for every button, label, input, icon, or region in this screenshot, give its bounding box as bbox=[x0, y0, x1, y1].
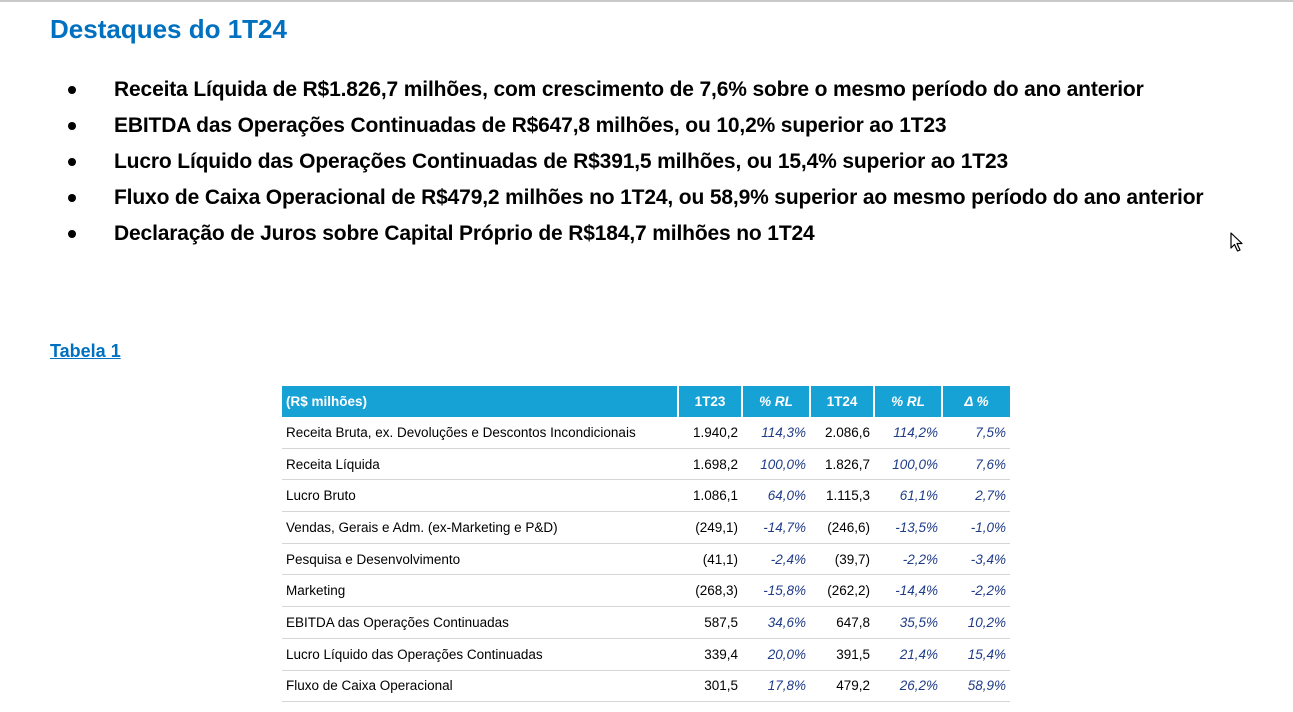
percent-cell: -2,2% bbox=[874, 543, 942, 576]
bullet-dot bbox=[68, 194, 76, 202]
column-header: (R$ milhões) bbox=[282, 386, 678, 417]
value-cell: (41,1) bbox=[678, 543, 742, 576]
column-header: Δ % bbox=[941, 386, 1010, 417]
delta-cell: -2,2% bbox=[942, 574, 1010, 608]
value-cell: 301,5 bbox=[678, 670, 742, 703]
row-label: Receita Bruta, ex. Devoluções e Desconto… bbox=[282, 417, 678, 449]
financial-table: (R$ milhões) 1T23 % RL 1T24 % RL Δ % Rec… bbox=[282, 386, 1010, 703]
row-label: Receita Líquida bbox=[282, 448, 678, 481]
percent-cell: 20,0% bbox=[742, 638, 810, 671]
column-header: % RL bbox=[741, 386, 810, 417]
table-row: Pesquisa e Desenvolvimento (41,1) -2,4% … bbox=[282, 543, 1010, 576]
column-header: % RL bbox=[873, 386, 942, 417]
delta-cell: -3,4% bbox=[942, 543, 1010, 576]
delta-cell: 10,2% bbox=[942, 606, 1010, 639]
percent-cell: -15,8% bbox=[742, 574, 810, 608]
bullet-dot bbox=[68, 158, 76, 166]
table-row: Lucro Líquido das Operações Continuadas … bbox=[282, 638, 1010, 671]
percent-cell: 35,5% bbox=[874, 606, 942, 639]
percent-cell: -14,4% bbox=[874, 574, 942, 608]
top-border bbox=[0, 0, 1293, 2]
value-cell: (262,2) bbox=[810, 574, 874, 608]
value-cell: 2.086,6 bbox=[810, 417, 874, 449]
table-header-row: (R$ milhões) 1T23 % RL 1T24 % RL Δ % bbox=[282, 386, 1010, 417]
value-cell: 587,5 bbox=[678, 606, 742, 639]
table-row: Fluxo de Caixa Operacional 301,5 17,8% 4… bbox=[282, 670, 1010, 703]
percent-cell: 61,1% bbox=[874, 479, 942, 513]
percent-cell: -13,5% bbox=[874, 511, 942, 544]
value-cell: 1.940,2 bbox=[678, 417, 742, 449]
percent-cell: -2,4% bbox=[742, 543, 810, 576]
value-cell: 1.115,3 bbox=[810, 479, 874, 513]
value-cell: 1.086,1 bbox=[678, 479, 742, 513]
value-cell: 339,4 bbox=[678, 638, 742, 671]
percent-cell: 21,4% bbox=[874, 638, 942, 671]
bullet-dot bbox=[68, 86, 76, 94]
value-cell: (246,6) bbox=[810, 511, 874, 544]
value-cell: 479,2 bbox=[810, 670, 874, 703]
mouse-pointer-icon bbox=[1230, 232, 1243, 252]
highlight-text: Receita Líquida de R$1.826,7 milhões, co… bbox=[114, 78, 1144, 101]
value-cell: 391,5 bbox=[810, 638, 874, 671]
value-cell: 647,8 bbox=[810, 606, 874, 639]
value-cell: (268,3) bbox=[678, 574, 742, 608]
percent-cell: 100,0% bbox=[742, 448, 810, 481]
value-cell: 1.826,7 bbox=[810, 448, 874, 481]
delta-cell: 7,5% bbox=[942, 417, 1010, 449]
delta-cell: 15,4% bbox=[942, 638, 1010, 671]
highlight-text: Fluxo de Caixa Operacional de R$479,2 mi… bbox=[114, 186, 1204, 209]
highlight-text: Declaração de Juros sobre Capital Própri… bbox=[114, 222, 815, 245]
table-row: Marketing (268,3) -15,8% (262,2) -14,4% … bbox=[282, 574, 1010, 608]
row-label: EBITDA das Operações Continuadas bbox=[282, 606, 678, 639]
row-label: Marketing bbox=[282, 574, 678, 608]
bullet-dot bbox=[68, 230, 76, 238]
percent-cell: 100,0% bbox=[874, 448, 942, 481]
row-label: Lucro Bruto bbox=[282, 479, 678, 513]
table-row: Receita Líquida 1.698,2 100,0% 1.826,7 1… bbox=[282, 448, 1010, 481]
delta-cell: 7,6% bbox=[942, 448, 1010, 481]
percent-cell: 64,0% bbox=[742, 479, 810, 513]
table-row: Vendas, Gerais e Adm. (ex-Marketing e P&… bbox=[282, 511, 1010, 544]
percent-cell: 114,3% bbox=[742, 417, 810, 449]
row-label: Lucro Líquido das Operações Continuadas bbox=[282, 638, 678, 671]
value-cell: (39,7) bbox=[810, 543, 874, 576]
percent-cell: -14,7% bbox=[742, 511, 810, 544]
column-header: 1T23 bbox=[677, 386, 742, 417]
percent-cell: 26,2% bbox=[874, 670, 942, 703]
row-label: Pesquisa e Desenvolvimento bbox=[282, 543, 678, 576]
page-title: Destaques do 1T24 bbox=[50, 14, 287, 44]
delta-cell: 2,7% bbox=[942, 479, 1010, 513]
percent-cell: 114,2% bbox=[874, 417, 942, 449]
highlight-text: Lucro Líquido das Operações Continuadas … bbox=[114, 150, 1009, 173]
delta-cell: -1,0% bbox=[942, 511, 1010, 544]
table-row: Lucro Bruto 1.086,1 64,0% 1.115,3 61,1% … bbox=[282, 479, 1010, 513]
value-cell: (249,1) bbox=[678, 511, 742, 544]
row-label: Vendas, Gerais e Adm. (ex-Marketing e P&… bbox=[282, 511, 678, 544]
table-label-link[interactable]: Tabela 1 bbox=[50, 341, 121, 361]
highlight-text: EBITDA das Operações Continuadas de R$64… bbox=[114, 114, 947, 137]
percent-cell: 17,8% bbox=[742, 670, 810, 703]
table-row: EBITDA das Operações Continuadas 587,5 3… bbox=[282, 606, 1010, 639]
table-row: Receita Bruta, ex. Devoluções e Desconto… bbox=[282, 417, 1010, 449]
column-header: 1T24 bbox=[809, 386, 874, 417]
delta-cell: 58,9% bbox=[942, 670, 1010, 703]
row-label: Fluxo de Caixa Operacional bbox=[282, 670, 678, 703]
value-cell: 1.698,2 bbox=[678, 448, 742, 481]
percent-cell: 34,6% bbox=[742, 606, 810, 639]
bullet-dot bbox=[68, 122, 76, 130]
